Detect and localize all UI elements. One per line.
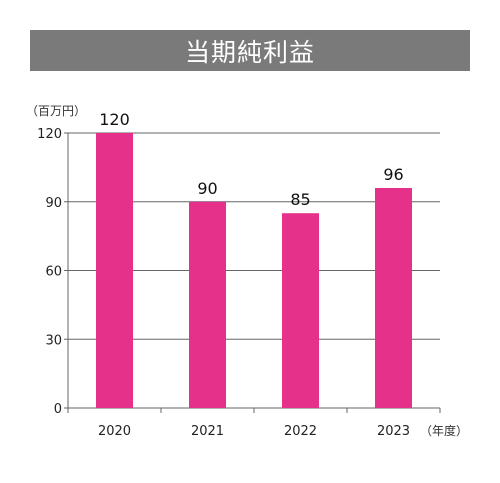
y-tick-label: 90 [45, 196, 62, 211]
x-tick-label: 2022 [284, 424, 317, 439]
bar [189, 201, 226, 408]
y-tick-label: 30 [45, 333, 62, 348]
x-tick-label: 2020 [98, 424, 131, 439]
chart-title: 当期純利益 [184, 37, 315, 67]
bar [96, 133, 133, 408]
data-label: 120 [99, 110, 130, 129]
bar [282, 213, 319, 408]
x-tick-label: 2023 [377, 424, 410, 439]
labels: 0 30 60 90 120 120 2020 90 2021 85 2022 96 2023 （百万円）… [26, 104, 468, 439]
y-tick-label: 0 [54, 402, 62, 417]
data-label: 90 [197, 179, 217, 198]
data-label: 85 [290, 190, 310, 209]
bar [375, 188, 412, 408]
x-axis-unit-label: （年度） [420, 423, 468, 438]
y-axis-unit-label: （百万円） [26, 104, 86, 118]
bars [96, 133, 412, 408]
chart-title-bar: 当期純利益 [30, 30, 470, 71]
y-tick-label: 120 [37, 127, 62, 142]
y-tick-label: 60 [45, 265, 62, 280]
x-tick-label: 2021 [191, 424, 224, 439]
data-label: 96 [383, 165, 403, 184]
